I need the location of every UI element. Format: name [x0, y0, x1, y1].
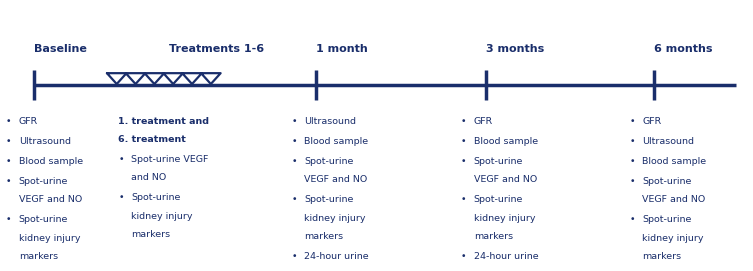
Text: GFR: GFR	[642, 117, 662, 125]
Text: Blood sample: Blood sample	[304, 137, 368, 146]
Text: Spot-urine: Spot-urine	[642, 215, 692, 224]
Text: markers: markers	[131, 230, 170, 239]
Text: VEGF and NO: VEGF and NO	[19, 195, 82, 204]
Text: •: •	[291, 195, 297, 204]
Text: 6. treatment: 6. treatment	[118, 135, 186, 144]
Text: 6 months: 6 months	[654, 44, 712, 54]
Text: •: •	[461, 137, 466, 146]
Text: kidney injury: kidney injury	[304, 214, 366, 222]
Text: •: •	[630, 177, 635, 186]
Text: •: •	[118, 155, 123, 164]
Text: VEGF and NO: VEGF and NO	[474, 175, 537, 184]
Text: •: •	[6, 177, 11, 186]
Text: •: •	[461, 195, 466, 204]
Text: VEGF and NO: VEGF and NO	[642, 195, 706, 204]
Text: GFR: GFR	[19, 117, 38, 125]
Text: 24-hour urine: 24-hour urine	[304, 252, 369, 261]
Text: kidney injury: kidney injury	[642, 234, 704, 243]
Text: Baseline: Baseline	[34, 44, 87, 54]
Text: Spot-urine: Spot-urine	[19, 177, 69, 186]
Text: •: •	[461, 117, 466, 125]
Text: •: •	[6, 157, 11, 166]
Text: Spot-urine: Spot-urine	[474, 157, 523, 166]
Text: and NO: and NO	[131, 173, 166, 182]
Text: Ultrasound: Ultrasound	[304, 117, 356, 125]
Text: •: •	[630, 137, 635, 146]
Text: •: •	[630, 117, 635, 125]
Text: •: •	[6, 117, 11, 125]
Text: Spot-urine: Spot-urine	[642, 177, 692, 186]
Text: markers: markers	[474, 232, 513, 241]
Text: Treatments 1-6: Treatments 1-6	[169, 44, 264, 54]
Text: Spot-urine: Spot-urine	[304, 157, 354, 166]
Text: kidney injury: kidney injury	[19, 234, 81, 243]
Text: Blood sample: Blood sample	[19, 157, 83, 166]
Text: •: •	[118, 193, 123, 202]
Text: markers: markers	[642, 252, 681, 261]
Text: markers: markers	[304, 232, 343, 241]
Text: •: •	[291, 157, 297, 166]
Text: •: •	[291, 252, 297, 261]
Text: •: •	[461, 157, 466, 166]
Text: Blood sample: Blood sample	[474, 137, 538, 146]
Text: 3 months: 3 months	[486, 44, 544, 54]
Text: •: •	[6, 137, 11, 146]
Text: •: •	[630, 215, 635, 224]
Text: 1. treatment and: 1. treatment and	[118, 117, 209, 125]
Text: Spot-urine: Spot-urine	[304, 195, 354, 204]
Text: markers: markers	[19, 252, 58, 261]
Text: Spot-urine VEGF: Spot-urine VEGF	[131, 155, 209, 164]
Text: VEGF and NO: VEGF and NO	[304, 175, 367, 184]
Text: •: •	[6, 215, 11, 224]
Text: GFR: GFR	[474, 117, 493, 125]
Text: •: •	[630, 157, 635, 166]
Text: •: •	[291, 137, 297, 146]
Text: kidney injury: kidney injury	[474, 214, 535, 222]
Text: 24-hour urine: 24-hour urine	[474, 252, 538, 261]
Text: 1 month: 1 month	[316, 44, 368, 54]
Text: Spot-urine: Spot-urine	[131, 193, 181, 202]
Text: Ultrasound: Ultrasound	[642, 137, 694, 146]
Text: •: •	[461, 252, 466, 261]
Text: Spot-urine: Spot-urine	[19, 215, 69, 224]
Text: Spot-urine: Spot-urine	[474, 195, 523, 204]
Text: •: •	[291, 117, 297, 125]
Text: kidney injury: kidney injury	[131, 212, 193, 221]
Text: Blood sample: Blood sample	[642, 157, 706, 166]
Text: Ultrasound: Ultrasound	[19, 137, 71, 146]
